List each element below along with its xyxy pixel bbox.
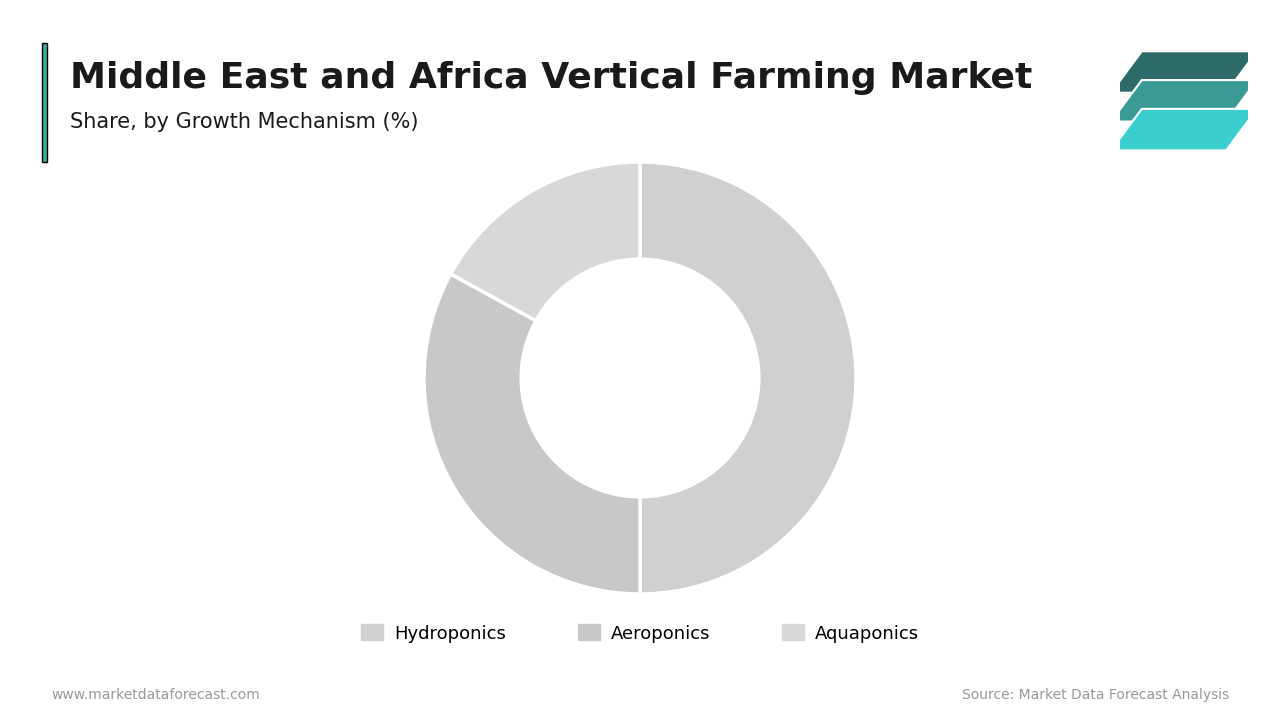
Polygon shape (1111, 80, 1257, 122)
Polygon shape (1111, 109, 1257, 150)
Text: www.marketdataforecast.com: www.marketdataforecast.com (51, 688, 260, 702)
Text: Middle East and Africa Vertical Farming Market: Middle East and Africa Vertical Farming … (70, 61, 1033, 95)
Text: Share, by Growth Mechanism (%): Share, by Growth Mechanism (%) (70, 112, 419, 132)
Legend: Hydroponics, Aeroponics, Aquaponics: Hydroponics, Aeroponics, Aquaponics (355, 617, 925, 649)
Wedge shape (424, 274, 640, 594)
FancyBboxPatch shape (42, 43, 47, 162)
Polygon shape (1111, 51, 1257, 93)
Wedge shape (640, 162, 856, 594)
Text: Source: Market Data Forecast Analysis: Source: Market Data Forecast Analysis (961, 688, 1229, 702)
Wedge shape (451, 162, 640, 321)
